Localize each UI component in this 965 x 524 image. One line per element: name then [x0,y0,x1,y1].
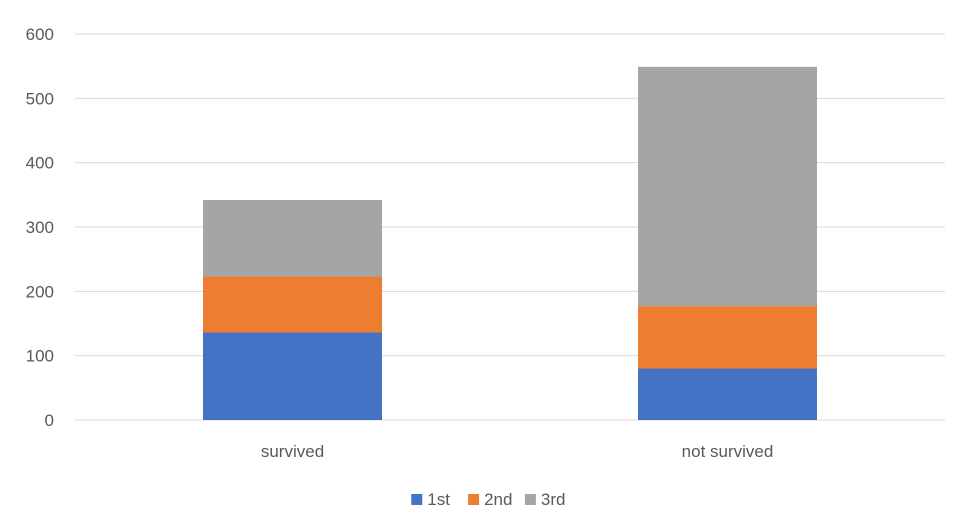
x-category-label: not survived [682,442,774,461]
legend-label-2nd: 2nd [484,490,512,509]
y-tick-label: 100 [26,347,54,366]
bar-segment-2nd-survived [203,276,382,333]
y-tick-label: 300 [26,218,54,237]
x-category-label: survived [261,442,324,461]
legend-swatch-3rd [524,494,536,505]
legend-swatch-2nd [468,494,480,505]
y-tick-label: 600 [26,25,54,44]
bar-segment-2nd-not-survived [638,306,817,369]
y-tick-label: 200 [26,282,54,301]
bar-segment-3rd-survived [203,199,382,277]
bar-segment-1st-not-survived [638,368,817,420]
bar-segment-1st-survived [203,332,382,420]
y-axis-tick-labels: 0 100 200 300 400 500 600 [26,25,54,430]
legend-swatch-1st [411,494,423,505]
y-tick-label: 500 [26,89,54,108]
y-tick-label: 400 [26,154,54,173]
legend-label-3rd: 3rd [541,490,566,509]
bars [203,66,817,420]
y-tick-label: 0 [45,411,54,430]
x-axis-category-labels: survived not survived [261,442,773,461]
legend-label-1st: 1st [427,490,450,509]
legend: 1st 2nd 3rd [411,490,565,509]
bar-segment-3rd-not-survived [638,66,817,307]
